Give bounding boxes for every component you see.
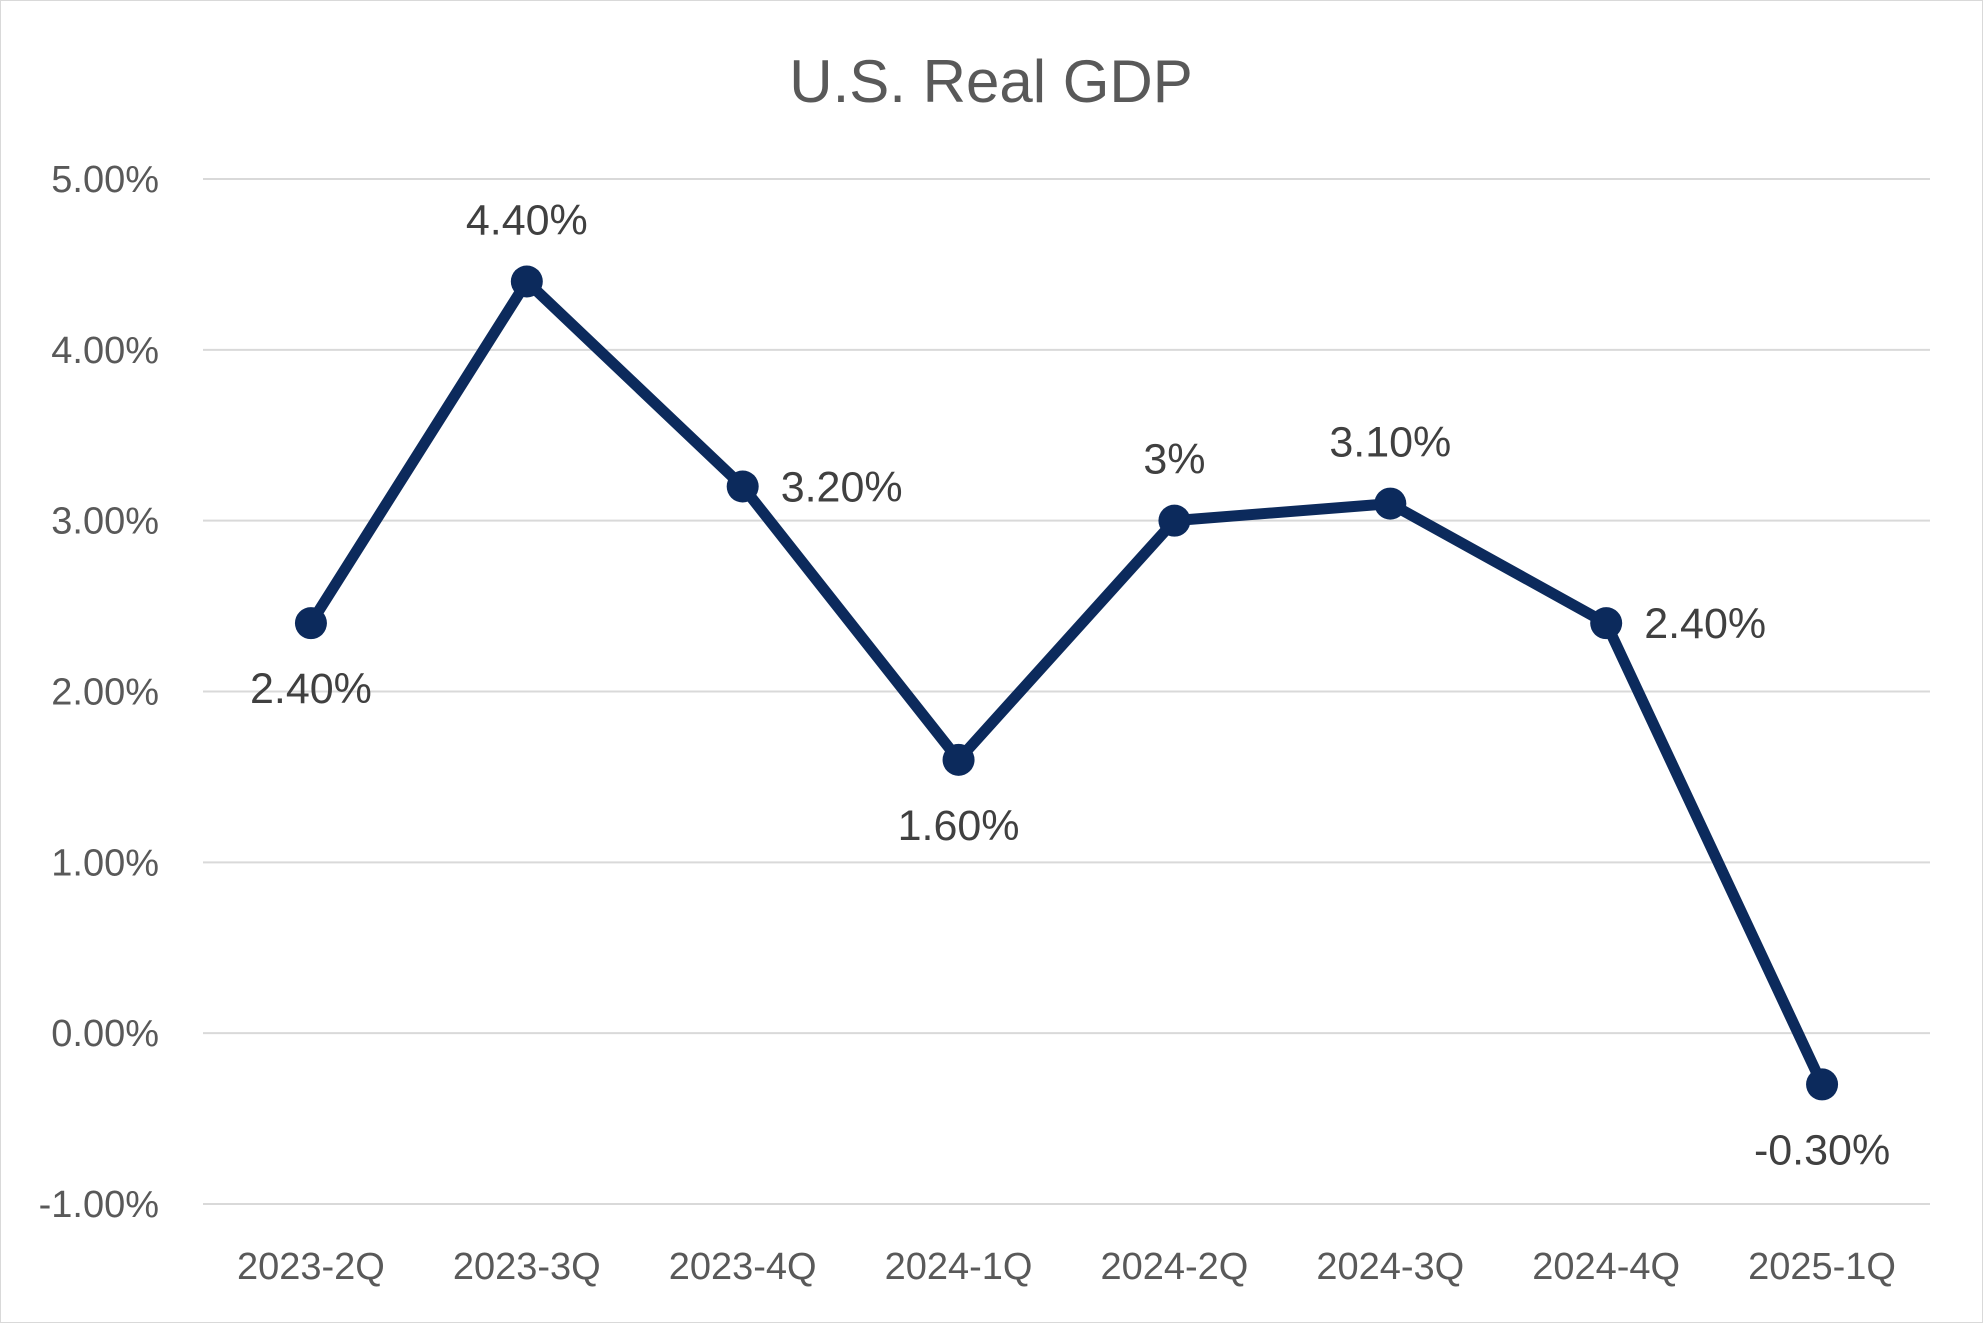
data-label: 3.20% — [781, 464, 903, 512]
y-tick-label: 3.00% — [51, 501, 159, 543]
data-point-markers — [294, 265, 1839, 1101]
data-point — [1590, 607, 1623, 640]
data-point — [726, 470, 759, 503]
data-label: 3% — [1143, 436, 1205, 484]
y-tick-label: 1.00% — [51, 842, 159, 884]
x-axis-tick-labels: 2023-2Q 2023-3Q 2023-4Q 2024-1Q 2024-2Q 2024-… — [237, 1246, 1896, 1288]
data-point — [1158, 504, 1191, 537]
x-tick-label: 2023-3Q — [453, 1246, 601, 1288]
data-point — [1374, 487, 1407, 520]
x-tick-label: 2025-1Q — [1748, 1246, 1896, 1288]
data-label: 2.40% — [1644, 600, 1766, 648]
series-line-group — [305, 276, 1828, 1090]
chart-title: U.S. Real GDP — [789, 48, 1192, 115]
data-point — [510, 265, 543, 298]
x-tick-label: 2024-2Q — [1100, 1246, 1248, 1288]
gridlines — [203, 178, 1930, 1205]
x-tick-label: 2024-3Q — [1316, 1246, 1464, 1288]
y-axis-tick-labels: 5.00% 4.00% 3.00% 2.00% 1.00% 0.00% -1.00% — [39, 159, 159, 1226]
y-tick-label: -1.00% — [39, 1184, 159, 1226]
x-tick-label: 2024-1Q — [885, 1246, 1033, 1288]
y-tick-label: 5.00% — [51, 159, 159, 201]
y-tick-label: 2.00% — [51, 672, 159, 714]
data-labels: 2.40% 4.40% 3.20% 1.60% 3% 3.10% 2.40% -0.30% — [250, 197, 1890, 1175]
data-label: 4.40% — [466, 197, 588, 245]
data-point — [294, 607, 327, 640]
data-label: -0.30% — [1754, 1126, 1890, 1174]
y-tick-label: 4.00% — [51, 330, 159, 372]
series-line — [305, 276, 1828, 1090]
y-tick-label: 0.00% — [51, 1013, 159, 1055]
x-tick-label: 2024-4Q — [1532, 1246, 1680, 1288]
data-label: 1.60% — [898, 802, 1020, 850]
data-point — [1806, 1068, 1839, 1101]
x-tick-label: 2023-4Q — [669, 1246, 817, 1288]
data-point — [942, 743, 975, 776]
data-label: 3.10% — [1329, 419, 1451, 467]
data-label: 2.40% — [250, 665, 372, 713]
x-tick-label: 2023-2Q — [237, 1246, 385, 1288]
